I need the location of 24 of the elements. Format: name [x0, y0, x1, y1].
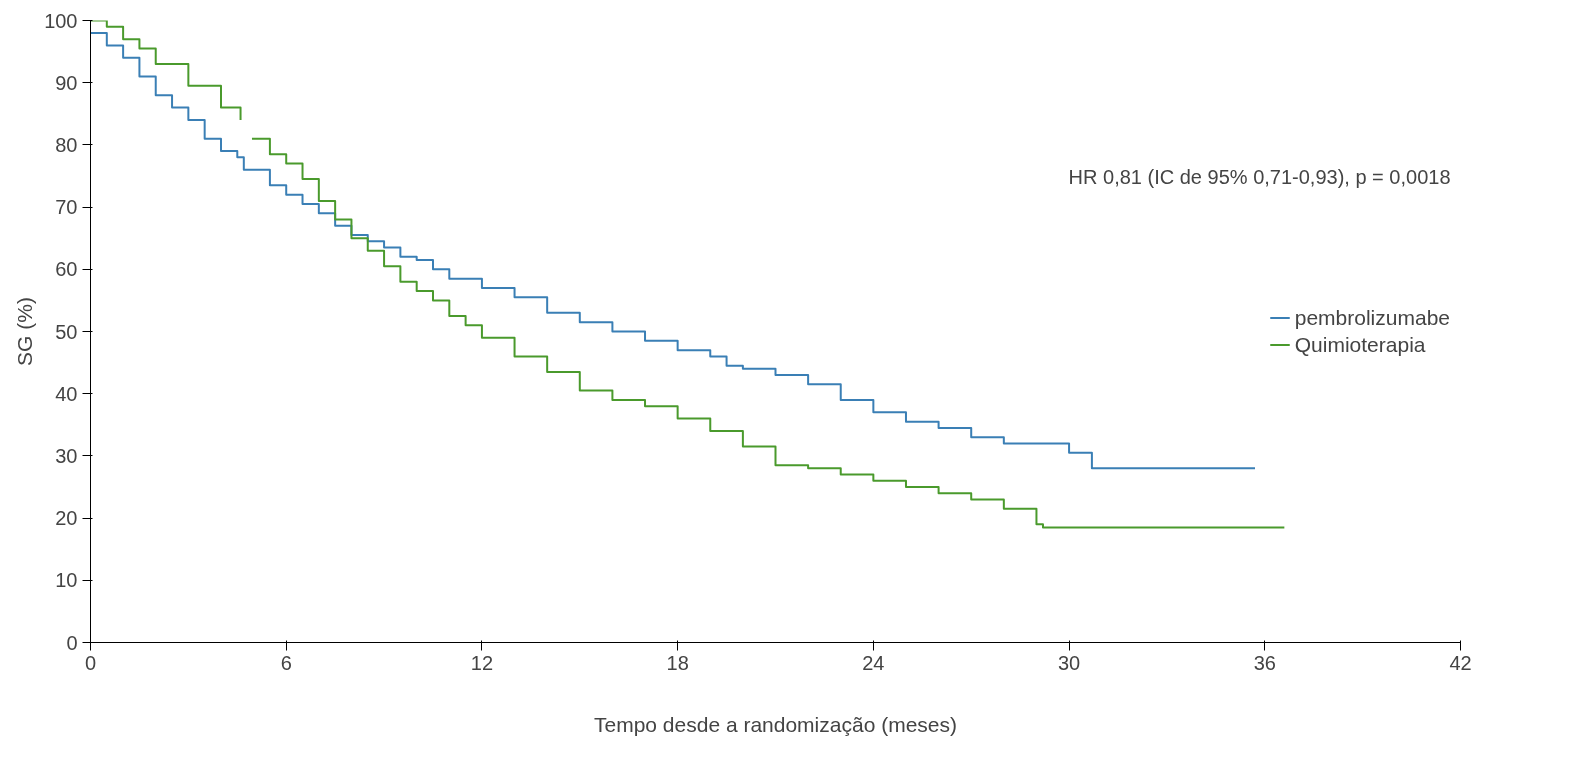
annotation: HR 0,81 (IC de 95% 0,71-0,93), p = 0,0018: [1068, 165, 1451, 188]
x-tick-label: 30: [1057, 651, 1081, 674]
x-tick-label: 42: [1449, 651, 1472, 674]
y-tick-label: 10: [55, 569, 78, 592]
y-tick-label: 0: [66, 631, 78, 654]
legend-label: Quimioterapia: [1294, 332, 1426, 357]
y-tick-label: 40: [55, 382, 78, 405]
y-tick-label: 100: [44, 9, 78, 32]
x-axis-title: Tempo desde a randomização (meses): [594, 712, 958, 736]
y-tick-label: 80: [55, 133, 78, 156]
x-tick-label: 36: [1253, 651, 1276, 674]
y-axis-title: SG (%): [13, 297, 37, 366]
x-tick-label: 6: [280, 651, 292, 674]
x-tick-label: 18: [666, 651, 689, 674]
x-tick-label: 24: [862, 651, 885, 674]
x-tick-label: 12: [470, 651, 494, 674]
y-tick-label: 70: [55, 196, 78, 219]
y-tick-label: 60: [55, 258, 78, 281]
y-tick-label: 20: [55, 507, 78, 530]
y-tick-label: 30: [55, 444, 78, 467]
y-tick-label: 90: [55, 71, 78, 94]
y-tick-label: 50: [55, 320, 78, 343]
x-tick-label: 0: [84, 651, 97, 674]
legend-label: pembrolizumabe: [1294, 305, 1450, 330]
